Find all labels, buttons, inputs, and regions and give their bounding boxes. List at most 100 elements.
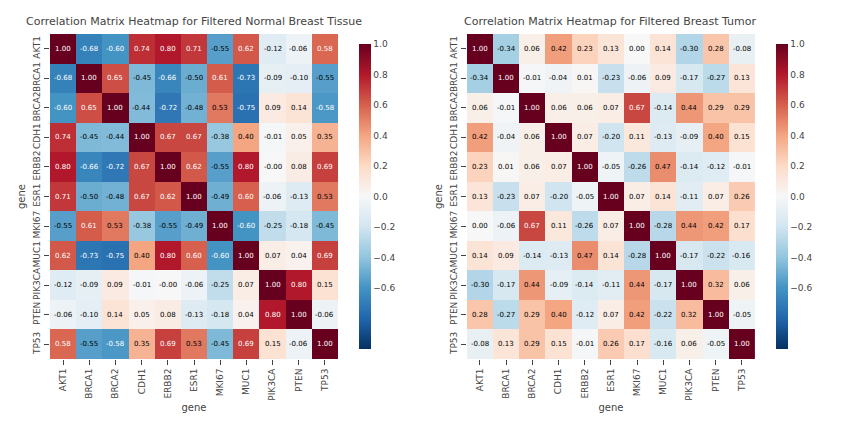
- svg-text:-0.04: -0.04: [549, 74, 568, 82]
- svg-text:1.00: 1.00: [134, 133, 150, 141]
- svg-text:0.23: 0.23: [472, 163, 488, 171]
- svg-text:AKT1: AKT1: [58, 369, 68, 392]
- svg-text:−0.2: −0.2: [790, 222, 812, 232]
- svg-text:-0.44: -0.44: [106, 133, 125, 141]
- svg-text:1.00: 1.00: [603, 193, 619, 201]
- svg-text:1.00: 1.00: [498, 74, 514, 82]
- svg-text:-0.08: -0.08: [471, 340, 489, 348]
- svg-text:0.58: 0.58: [55, 340, 71, 348]
- svg-text:MKI67: MKI67: [632, 369, 642, 397]
- svg-text:0.15: 0.15: [317, 281, 333, 289]
- svg-text:-0.23: -0.23: [497, 193, 515, 201]
- svg-text:MUC1: MUC1: [32, 241, 42, 267]
- svg-text:0.17: 0.17: [734, 222, 750, 230]
- svg-text:ERBB2: ERBB2: [32, 151, 42, 181]
- svg-text:0.04: 0.04: [291, 252, 307, 260]
- svg-text:0.60: 0.60: [238, 193, 254, 201]
- svg-text:1.00: 1.00: [317, 340, 333, 348]
- svg-text:-0.01: -0.01: [523, 74, 541, 82]
- svg-text:0.06: 0.06: [681, 340, 697, 348]
- svg-text:−0.2: −0.2: [373, 222, 395, 232]
- svg-text:BRCA2: BRCA2: [32, 91, 42, 121]
- svg-text:-0.14: -0.14: [680, 163, 699, 171]
- svg-text:-0.12: -0.12: [54, 281, 72, 289]
- svg-text:-0.05: -0.05: [733, 311, 751, 319]
- svg-text:1.00: 1.00: [160, 163, 176, 171]
- svg-text:0.53: 0.53: [186, 340, 202, 348]
- svg-text:-0.22: -0.22: [654, 311, 672, 319]
- svg-text:-0.04: -0.04: [497, 133, 516, 141]
- svg-text:0.47: 0.47: [577, 252, 593, 260]
- svg-text:0.28: 0.28: [472, 311, 488, 319]
- svg-text:-0.13: -0.13: [550, 252, 568, 260]
- svg-text:1.0: 1.0: [373, 39, 388, 49]
- svg-text:0.06: 0.06: [734, 281, 750, 289]
- svg-text:-0.08: -0.08: [733, 45, 751, 53]
- svg-text:-0.13: -0.13: [290, 193, 308, 201]
- svg-text:1.00: 1.00: [524, 104, 540, 112]
- svg-text:−0.4: −0.4: [373, 253, 395, 263]
- svg-text:-0.06: -0.06: [54, 311, 73, 319]
- svg-text:BRCA2: BRCA2: [449, 91, 459, 121]
- svg-text:0.32: 0.32: [681, 311, 697, 319]
- svg-text:0.14: 0.14: [603, 252, 619, 260]
- svg-text:0.42: 0.42: [551, 45, 567, 53]
- svg-text:-0.06: -0.06: [185, 281, 204, 289]
- svg-text:-0.14: -0.14: [654, 104, 673, 112]
- svg-text:0.07: 0.07: [551, 163, 567, 171]
- svg-text:-0.25: -0.25: [211, 281, 229, 289]
- svg-text:-0.26: -0.26: [628, 163, 647, 171]
- svg-text:0.67: 0.67: [629, 104, 645, 112]
- svg-text:-0.55: -0.55: [316, 74, 334, 82]
- svg-text:MKI67: MKI67: [449, 211, 459, 239]
- svg-text:-0.48: -0.48: [106, 193, 124, 201]
- svg-text:0.40: 0.40: [708, 133, 724, 141]
- svg-text:-0.55: -0.55: [80, 340, 98, 348]
- svg-text:0.69: 0.69: [317, 163, 333, 171]
- svg-text:0.29: 0.29: [708, 104, 724, 112]
- svg-text:0.4: 0.4: [373, 131, 388, 141]
- svg-text:0.62: 0.62: [238, 45, 254, 53]
- svg-text:0.80: 0.80: [160, 252, 176, 260]
- svg-text:-0.01: -0.01: [576, 340, 594, 348]
- svg-text:-0.68: -0.68: [80, 45, 98, 53]
- svg-text:ERBB2: ERBB2: [163, 369, 173, 399]
- svg-text:-0.16: -0.16: [654, 340, 673, 348]
- svg-text:-0.17: -0.17: [497, 281, 515, 289]
- svg-text:0.65: 0.65: [107, 74, 123, 82]
- svg-text:0.80: 0.80: [291, 281, 307, 289]
- svg-text:0.01: 0.01: [498, 163, 514, 171]
- svg-text:0.17: 0.17: [629, 340, 645, 348]
- svg-text:0.06: 0.06: [577, 104, 593, 112]
- svg-text:0.74: 0.74: [134, 45, 150, 53]
- svg-text:-0.11: -0.11: [602, 281, 620, 289]
- svg-text:-0.60: -0.60: [211, 252, 229, 260]
- svg-text:BRCA1: BRCA1: [449, 62, 459, 92]
- svg-text:PIK3CA: PIK3CA: [32, 267, 42, 300]
- svg-text:0.80: 0.80: [238, 163, 254, 171]
- svg-text:0.08: 0.08: [160, 311, 176, 319]
- svg-text:0.65: 0.65: [81, 104, 97, 112]
- svg-text:0.07: 0.07: [603, 104, 619, 112]
- svg-text:TP53: TP53: [449, 332, 459, 355]
- svg-text:-0.06: -0.06: [289, 45, 308, 53]
- svg-text:-0.01: -0.01: [264, 133, 282, 141]
- svg-text:-0.50: -0.50: [80, 193, 98, 201]
- svg-text:-0.13: -0.13: [654, 133, 672, 141]
- svg-text:0.6: 0.6: [373, 100, 388, 110]
- svg-text:0.8: 0.8: [790, 70, 805, 80]
- svg-text:0.61: 0.61: [81, 222, 97, 230]
- svg-text:-0.20: -0.20: [602, 133, 620, 141]
- svg-text:1.0: 1.0: [790, 39, 805, 49]
- svg-text:-0.45: -0.45: [316, 222, 334, 230]
- svg-text:0.53: 0.53: [317, 193, 333, 201]
- svg-text:-0.58: -0.58: [106, 340, 124, 348]
- svg-text:-0.73: -0.73: [80, 252, 98, 260]
- svg-text:MUC1: MUC1: [241, 369, 251, 395]
- svg-text:-0.09: -0.09: [80, 281, 98, 289]
- svg-text:-0.75: -0.75: [106, 252, 124, 260]
- svg-text:BRCA1: BRCA1: [84, 369, 94, 399]
- svg-text:-0.45: -0.45: [211, 340, 229, 348]
- svg-text:-0.10: -0.10: [80, 311, 98, 319]
- svg-text:ERBB2: ERBB2: [580, 369, 590, 399]
